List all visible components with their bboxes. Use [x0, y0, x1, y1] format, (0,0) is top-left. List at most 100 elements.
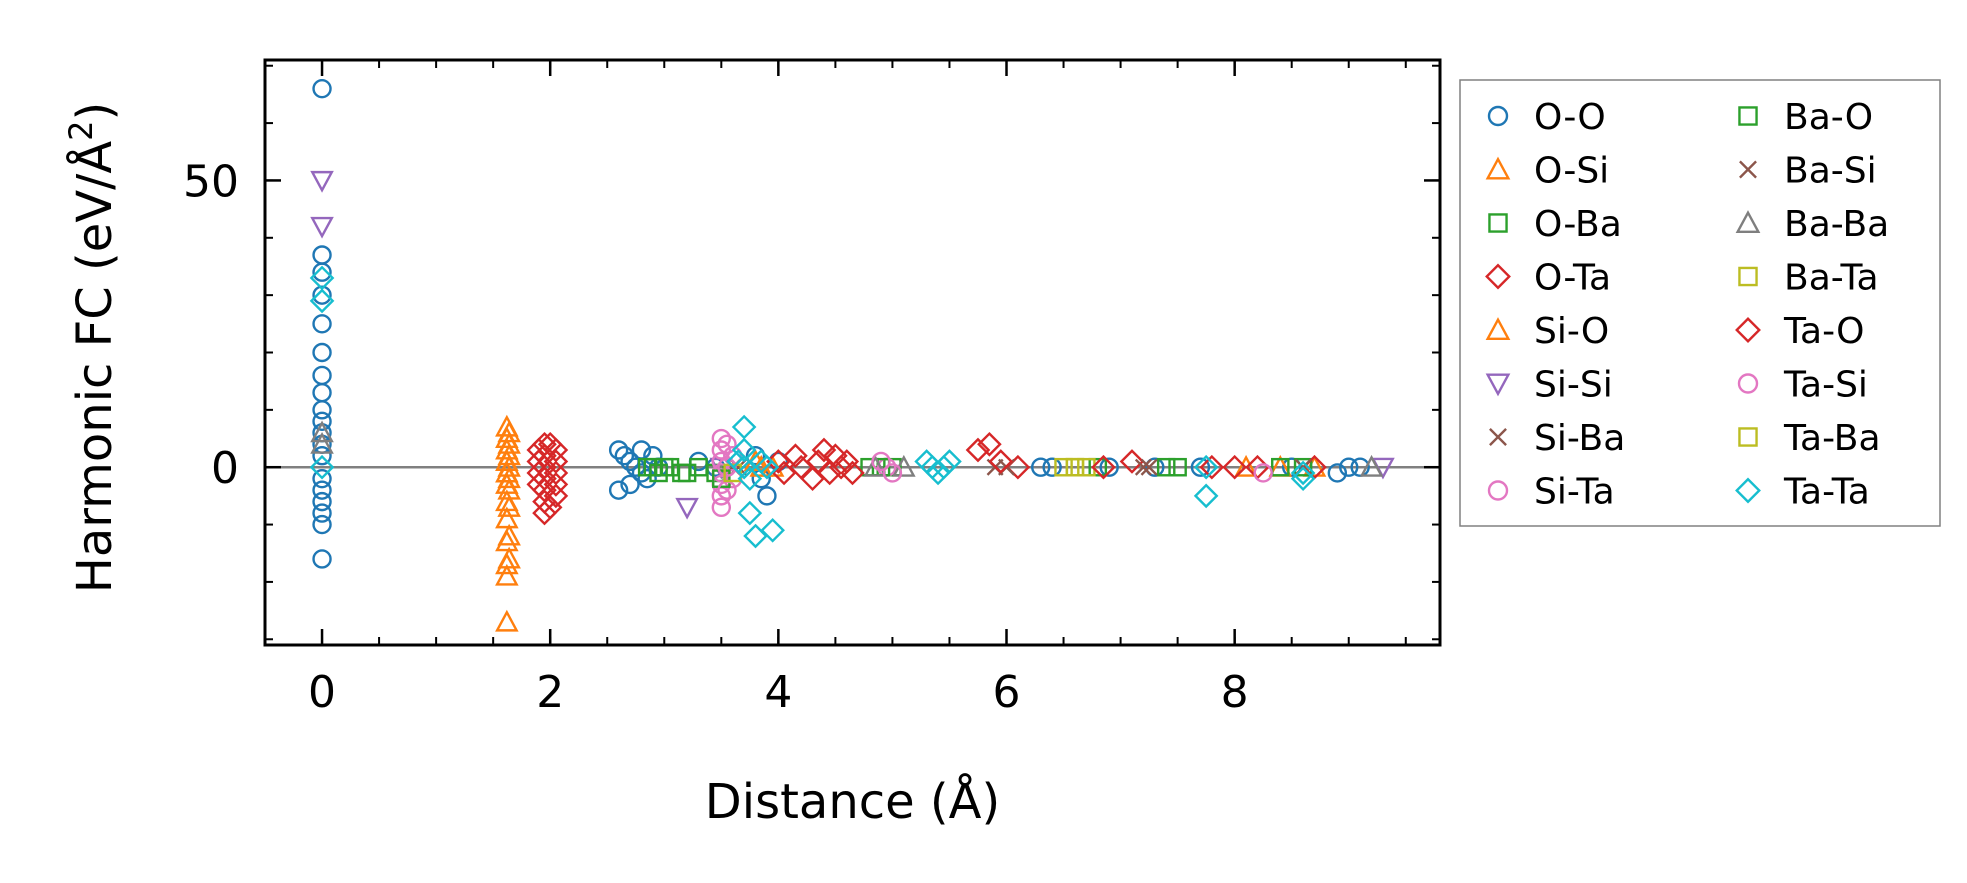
- data-point: [608, 440, 629, 460]
- legend-item: Ta-Ba: [1738, 418, 1881, 459]
- legend-label: Ta-O: [1783, 311, 1864, 352]
- data-point: [1359, 454, 1384, 477]
- legend-marker: [1735, 477, 1761, 504]
- data-point: [312, 480, 332, 500]
- legend-item: O-Si: [1485, 151, 1609, 192]
- legend-marker: [1485, 317, 1511, 340]
- data-point: [828, 454, 854, 480]
- data-point: [497, 546, 521, 569]
- data-points: [265, 78, 1440, 632]
- data-point: [312, 78, 332, 99]
- data-point: [312, 411, 332, 432]
- legend-marker: [1485, 156, 1511, 180]
- data-point: [1302, 454, 1327, 477]
- legend-item: O-O: [1487, 97, 1606, 138]
- data-point: [717, 434, 737, 454]
- data-point: [312, 468, 332, 489]
- data-point: [1054, 457, 1073, 477]
- legend-marker: [1737, 373, 1759, 394]
- data-point: [312, 262, 332, 282]
- data-point: [1190, 457, 1211, 477]
- data-point: [675, 497, 699, 520]
- data-point: [497, 443, 521, 466]
- data-point: [526, 472, 552, 497]
- legend-marker: [1489, 428, 1507, 446]
- data-point: [643, 457, 663, 477]
- y-axis-label-superscript: 2: [62, 120, 100, 140]
- data-point: [608, 480, 629, 500]
- legend-marker: [1739, 160, 1757, 179]
- data-point: [745, 446, 766, 466]
- data-point: [312, 514, 332, 535]
- data-point: [882, 463, 903, 483]
- legend-item: Si-Ba: [1489, 418, 1625, 459]
- data-point: [1253, 463, 1273, 483]
- data-point: [1031, 457, 1051, 477]
- legend-label: Ba-Ba: [1784, 204, 1889, 245]
- data-point: [312, 314, 332, 334]
- data-point: [1091, 454, 1116, 480]
- legend-label: O-Si: [1534, 151, 1609, 192]
- y-axis-label: Harmonic FC (eV/Å2): [62, 102, 123, 594]
- data-point: [310, 170, 334, 193]
- data-point: [1222, 454, 1247, 480]
- legend-item: Ta-O: [1735, 311, 1864, 352]
- data-point: [497, 495, 521, 517]
- data-point: [757, 486, 777, 506]
- legend-item: Si-O: [1485, 311, 1609, 352]
- legend-item: Ta-Ta: [1735, 472, 1870, 513]
- series-si-o: [497, 420, 785, 569]
- x-tick-label: 8: [1221, 667, 1249, 718]
- data-point: [1281, 457, 1302, 477]
- data-point: [654, 457, 674, 477]
- data-point: [1193, 454, 1219, 480]
- data-point: [711, 440, 732, 460]
- data-point: [1119, 449, 1145, 474]
- data-point: [543, 483, 569, 509]
- legend-label: Ta-Ta: [1783, 472, 1870, 513]
- legend-item: Ba-Ta: [1738, 258, 1879, 299]
- data-point: [309, 454, 335, 480]
- legend-label: Ta-Si: [1783, 365, 1868, 406]
- data-point: [712, 469, 731, 488]
- data-point: [737, 500, 763, 526]
- data-point: [823, 443, 848, 469]
- legend-marker: [1735, 210, 1761, 233]
- data-point: [614, 446, 635, 466]
- data-point: [310, 216, 334, 239]
- data-point: [312, 491, 332, 512]
- data-point: [1193, 483, 1219, 509]
- x-tick-label: 4: [764, 667, 792, 718]
- data-point: [312, 400, 332, 420]
- data-point: [731, 414, 757, 440]
- data-point: [863, 454, 888, 477]
- data-point: [1350, 457, 1370, 477]
- data-point: [310, 431, 334, 454]
- data-point: [783, 443, 808, 469]
- legend-marker: [1738, 427, 1758, 447]
- legend-item: O-Ta: [1485, 258, 1611, 299]
- data-point: [711, 497, 732, 518]
- legend-marker: [1487, 480, 1509, 501]
- legend-item: Ta-Si: [1737, 365, 1868, 406]
- data-point: [726, 449, 751, 474]
- data-point: [537, 431, 563, 457]
- data-point: [937, 449, 962, 474]
- legend-label: O-Ta: [1534, 258, 1611, 299]
- data-point: [731, 437, 757, 463]
- data-point: [711, 428, 732, 449]
- series-ta-o: [526, 431, 1270, 520]
- data-point: [1065, 457, 1085, 477]
- data-point: [811, 437, 837, 463]
- data-point: [1293, 457, 1313, 477]
- data-point: [883, 457, 902, 477]
- legend: O-O O-Si O-Ba O-Ta Si-O Si-Si Si-Ba Si-Ta Ba-O Ba…: [1459, 79, 1941, 527]
- legend-marker: [1485, 373, 1511, 397]
- data-point: [1042, 457, 1062, 477]
- data-point: [649, 463, 668, 483]
- data-point: [754, 454, 780, 480]
- legend-marker: [1738, 106, 1758, 126]
- series-ba-ba: [310, 420, 1384, 477]
- legend-marker: [1487, 105, 1509, 127]
